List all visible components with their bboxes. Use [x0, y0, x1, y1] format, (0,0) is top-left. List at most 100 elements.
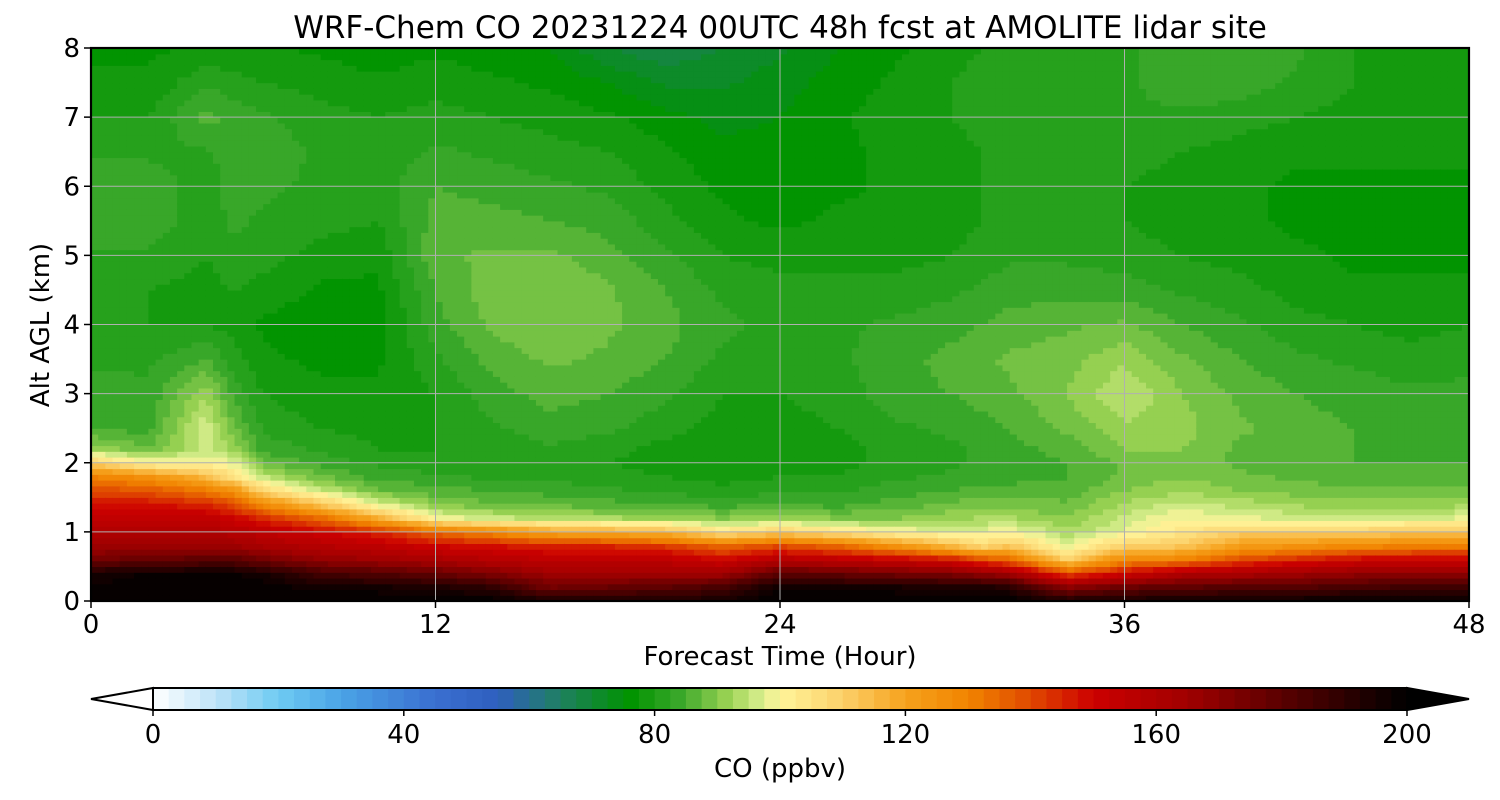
- co-cell: [357, 71, 365, 77]
- co-cell: [357, 313, 365, 319]
- co-cell: [364, 65, 372, 71]
- co-cell: [450, 54, 458, 60]
- co-cell: [263, 209, 271, 215]
- co-cell: [414, 325, 422, 331]
- co-cell: [199, 348, 207, 354]
- co-cell: [313, 273, 321, 279]
- co-cell: [134, 106, 142, 112]
- co-cell: [156, 152, 164, 158]
- co-cell: [263, 261, 271, 267]
- co-cell: [313, 584, 321, 590]
- co-cell: [328, 273, 336, 279]
- co-cell: [134, 278, 142, 284]
- co-cell: [292, 342, 300, 348]
- co-cell: [242, 445, 250, 451]
- co-cell: [235, 71, 243, 77]
- co-cell: [163, 175, 171, 181]
- co-cell: [235, 157, 243, 163]
- co-cell: [414, 584, 422, 590]
- co-cell: [321, 428, 329, 434]
- co-cell: [249, 238, 257, 244]
- co-cell: [378, 532, 386, 538]
- co-cell: [206, 411, 214, 417]
- co-cell: [371, 296, 379, 302]
- co-cell: [156, 538, 164, 544]
- co-cell: [414, 555, 422, 561]
- co-cell: [213, 88, 221, 94]
- co-cell: [457, 301, 465, 307]
- co-cell: [414, 290, 422, 296]
- co-cell: [299, 129, 307, 135]
- co-cell: [292, 572, 300, 578]
- co-cell: [184, 497, 192, 503]
- co-cell: [400, 543, 408, 549]
- co-cell: [436, 198, 444, 204]
- co-cell: [378, 411, 386, 417]
- co-cell: [134, 353, 142, 359]
- co-cell: [392, 584, 400, 590]
- co-cell: [349, 492, 357, 498]
- co-cell: [349, 198, 357, 204]
- co-cell: [457, 94, 465, 100]
- co-cell: [436, 428, 444, 434]
- co-cell: [285, 192, 293, 198]
- co-cell: [357, 451, 365, 457]
- co-cell: [141, 313, 149, 319]
- co-cell: [357, 146, 365, 152]
- co-cell: [270, 411, 278, 417]
- co-cell: [163, 296, 171, 302]
- co-cell: [242, 296, 250, 302]
- co-cell: [342, 394, 350, 400]
- co-cell: [400, 566, 408, 572]
- co-cell: [421, 520, 429, 526]
- co-cell: [428, 152, 436, 158]
- co-cell: [299, 238, 307, 244]
- co-cell: [263, 60, 271, 66]
- co-cell: [414, 244, 422, 250]
- co-cell: [148, 515, 156, 521]
- co-cell: [450, 428, 458, 434]
- co-cell: [349, 376, 357, 382]
- co-cell: [450, 163, 458, 169]
- co-cell: [184, 503, 192, 509]
- co-cell: [148, 313, 156, 319]
- co-cell: [421, 497, 429, 503]
- co-cell: [335, 440, 343, 446]
- co-cell: [206, 538, 214, 544]
- co-cell: [342, 486, 350, 492]
- co-cell: [335, 572, 343, 578]
- co-cell: [328, 54, 336, 60]
- co-cell: [91, 486, 99, 492]
- co-cell: [285, 411, 293, 417]
- co-cell: [206, 348, 214, 354]
- co-cell: [457, 417, 465, 423]
- co-cell: [450, 451, 458, 457]
- co-cell: [342, 411, 350, 417]
- co-cell: [306, 497, 314, 503]
- co-cell: [328, 157, 336, 163]
- co-cell: [91, 463, 99, 469]
- co-cell: [227, 497, 235, 503]
- co-cell: [263, 434, 271, 440]
- co-cell: [191, 336, 199, 342]
- co-cell: [321, 152, 329, 158]
- co-cell: [235, 572, 243, 578]
- co-cell: [213, 77, 221, 83]
- co-cell: [98, 348, 106, 354]
- co-cell: [306, 515, 314, 521]
- co-cell: [199, 273, 207, 279]
- co-cell: [285, 486, 293, 492]
- co-cell: [457, 365, 465, 371]
- co-cell: [385, 515, 393, 521]
- co-cell: [443, 54, 451, 60]
- co-cell: [285, 428, 293, 434]
- co-cell: [342, 584, 350, 590]
- co-cell: [242, 359, 250, 365]
- co-cell: [428, 255, 436, 261]
- co-cell: [357, 584, 365, 590]
- co-cell: [163, 469, 171, 475]
- co-cell: [249, 117, 257, 123]
- co-cell: [321, 405, 329, 411]
- co-cell: [357, 244, 365, 250]
- co-cell: [285, 589, 293, 595]
